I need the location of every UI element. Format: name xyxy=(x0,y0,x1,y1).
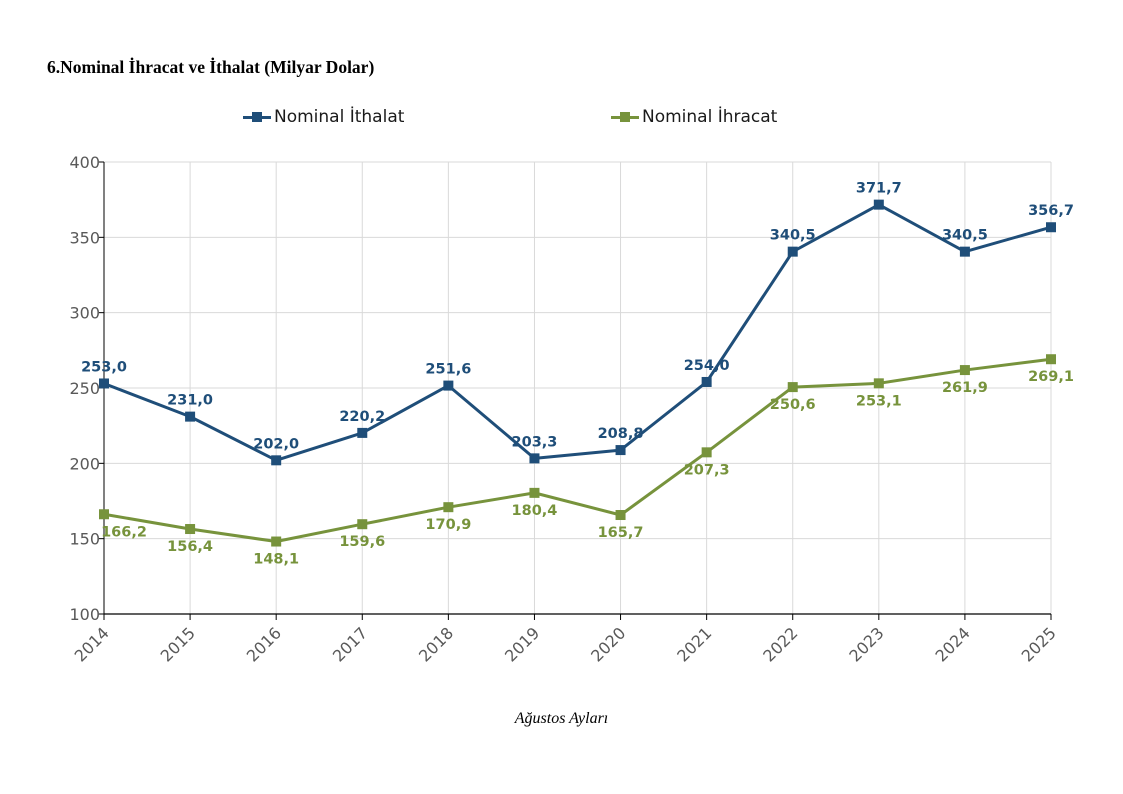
series-line-imports xyxy=(103,203,1052,462)
x-tick-label: 2014 xyxy=(71,623,113,665)
data-point-marker xyxy=(443,380,454,391)
data-point-marker xyxy=(873,199,884,210)
x-tick-label: 2015 xyxy=(157,623,199,665)
x-axis-title: Ağustos Ayları xyxy=(514,710,609,727)
data-point-marker xyxy=(185,411,196,422)
legend-item-imports: Nominal İthalat xyxy=(243,107,404,127)
data-point-marker xyxy=(99,378,109,389)
data-label: 207,3 xyxy=(684,462,730,478)
data-label: 220,2 xyxy=(339,409,385,425)
y-tick-label: 100 xyxy=(69,605,100,624)
data-point-marker xyxy=(271,536,282,547)
data-label: 148,1 xyxy=(253,552,299,568)
y-tick-label: 350 xyxy=(69,228,100,247)
data-point-marker xyxy=(1046,222,1056,233)
y-tick-label: 200 xyxy=(69,454,100,473)
chart-title: 6.Nominal İhracat ve İthalat (Milyar Dol… xyxy=(47,57,375,77)
data-label: 250,6 xyxy=(770,397,816,413)
data-point-marker xyxy=(185,524,196,535)
data-label: 340,5 xyxy=(942,228,988,244)
data-label: 356,7 xyxy=(1028,203,1074,219)
data-point-marker xyxy=(271,455,282,466)
data-point-marker xyxy=(701,447,712,458)
data-label: 254,0 xyxy=(684,358,730,374)
data-label: 251,6 xyxy=(425,362,471,378)
data-point-marker xyxy=(357,427,368,438)
data-label: 253,1 xyxy=(856,393,902,409)
data-label: 202,0 xyxy=(253,436,299,452)
data-label: 371,7 xyxy=(856,181,902,197)
data-label: 165,7 xyxy=(598,525,644,541)
series-line-exports xyxy=(103,357,1052,544)
data-point-marker xyxy=(959,365,970,376)
data-label: 170,9 xyxy=(425,517,471,533)
legend-label-imports: Nominal İthalat xyxy=(274,107,405,127)
x-tick-label: 2017 xyxy=(329,623,371,665)
data-label: 203,3 xyxy=(512,434,558,450)
x-tick-label: 2021 xyxy=(673,623,715,665)
y-tick-label: 150 xyxy=(69,530,100,549)
x-tick-label: 2020 xyxy=(587,623,629,665)
legend-marker-icon xyxy=(243,111,271,123)
x-tick-label: 2025 xyxy=(1018,623,1060,665)
data-point-marker xyxy=(787,246,798,257)
data-point-marker xyxy=(357,519,368,530)
data-point-marker xyxy=(959,246,970,257)
y-tick-label: 400 xyxy=(69,153,100,172)
data-label: 208,8 xyxy=(598,426,644,442)
x-tick-label: 2019 xyxy=(501,623,543,665)
x-tick-label: 2016 xyxy=(243,623,285,665)
data-label: 166,2 xyxy=(101,524,147,540)
x-tick-label: 2023 xyxy=(845,623,887,665)
x-tick-label: 2022 xyxy=(759,623,801,665)
data-point-marker xyxy=(1046,354,1056,365)
data-point-marker xyxy=(615,510,626,521)
legend-label-exports: Nominal İhracat xyxy=(642,107,778,127)
data-label: 180,4 xyxy=(512,503,558,519)
x-tick-label: 2024 xyxy=(932,623,974,665)
legend-marker-icon xyxy=(611,111,639,123)
data-point-marker xyxy=(615,445,626,456)
y-tick-label: 250 xyxy=(69,379,100,398)
data-label: 231,0 xyxy=(167,393,213,409)
data-point-marker xyxy=(529,487,540,498)
x-tick-label: 2018 xyxy=(415,623,457,665)
data-label: 261,9 xyxy=(942,380,988,396)
data-label: 159,6 xyxy=(339,534,385,550)
data-label: 253,0 xyxy=(81,359,127,375)
data-point-marker xyxy=(873,378,884,389)
data-label: 156,4 xyxy=(167,539,213,555)
data-point-marker xyxy=(443,502,454,513)
legend-item-exports: Nominal İhracat xyxy=(611,107,777,127)
data-point-marker xyxy=(701,376,712,387)
data-label: 340,5 xyxy=(770,228,816,244)
data-point-marker xyxy=(787,382,798,393)
data-label: 269,1 xyxy=(1028,369,1074,385)
y-tick-label: 300 xyxy=(69,304,100,323)
data-point-marker xyxy=(529,453,540,464)
data-point-marker xyxy=(99,509,109,520)
